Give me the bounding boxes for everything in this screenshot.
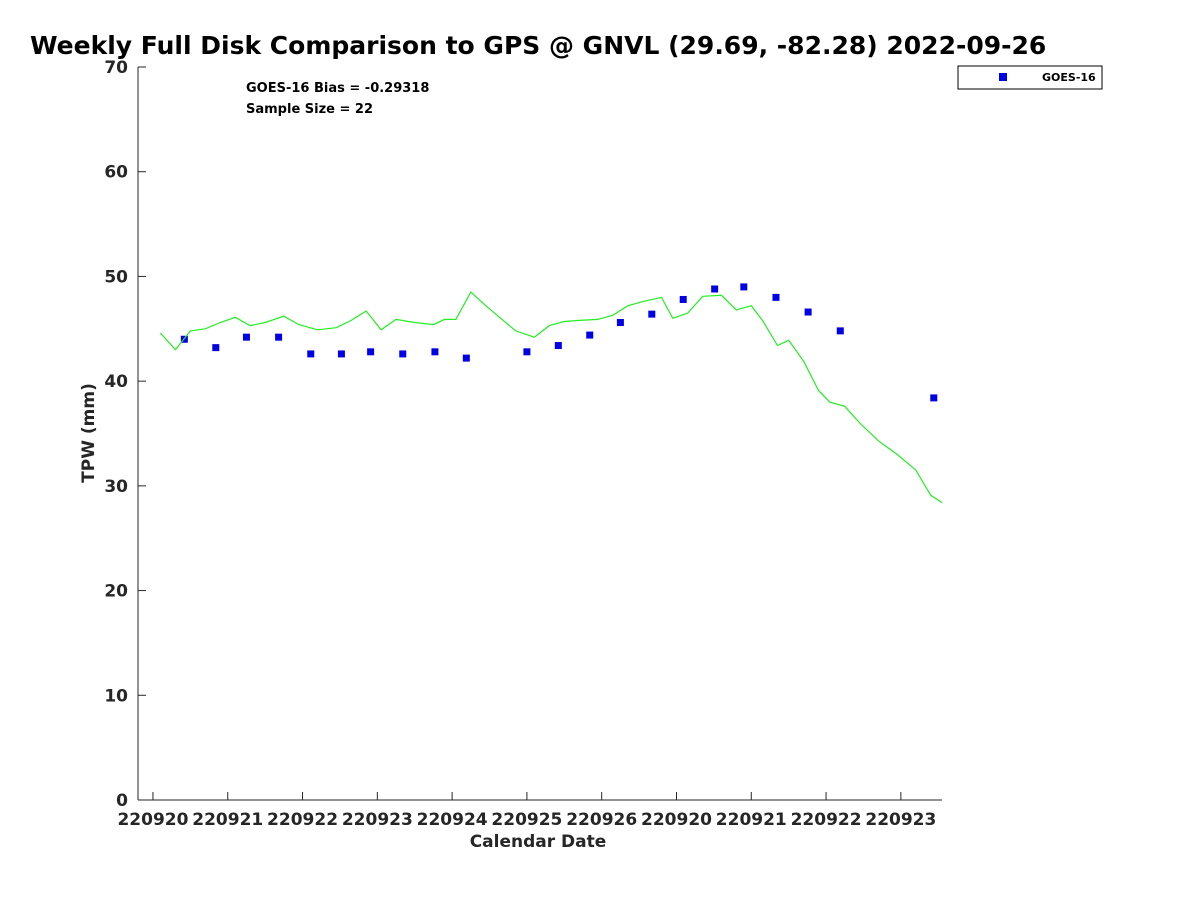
- goes16-data-point: [307, 350, 315, 358]
- goes16-data-point: [804, 308, 812, 316]
- y-tick-label: 70: [104, 58, 128, 78]
- goes16-data-point: [711, 285, 719, 293]
- chart-title: Weekly Full Disk Comparison to GPS @ GNV…: [30, 31, 1046, 60]
- goes16-data-point: [337, 350, 345, 358]
- legend-label-goes16: GOES-16: [1042, 71, 1096, 84]
- y-tick-label: 10: [104, 686, 128, 706]
- x-tick-label: 220920: [117, 810, 188, 830]
- goes16-data-point: [679, 295, 687, 303]
- legend-marker-goes16: [999, 73, 1007, 81]
- goes16-data-point: [772, 293, 780, 301]
- goes16-data-point: [740, 283, 748, 291]
- y-tick-label: 50: [104, 267, 128, 287]
- y-tick-label: 40: [104, 372, 128, 392]
- goes16-data-point: [399, 350, 407, 358]
- bias-annotation: GOES-16 Bias = -0.29318: [246, 81, 429, 96]
- y-tick-label: 0: [116, 791, 128, 811]
- goes16-data-point: [523, 348, 531, 356]
- goes16-data-point: [431, 348, 439, 356]
- x-tick-label: 220923: [865, 810, 936, 830]
- x-tick-label: 220925: [491, 810, 562, 830]
- y-tick-label: 60: [104, 163, 128, 183]
- goes16-data-point: [212, 344, 220, 352]
- y-tick-label: 20: [104, 582, 128, 602]
- goes16-data-point: [930, 394, 938, 402]
- x-tick-label: 220921: [192, 810, 263, 830]
- goes16-data-point: [554, 342, 562, 350]
- goes16-data-point: [242, 333, 250, 341]
- legend-box: [957, 65, 1103, 90]
- goes16-data-point: [616, 319, 624, 327]
- x-axis-label: Calendar Date: [470, 832, 607, 852]
- x-tick-label: 220926: [566, 810, 637, 830]
- legend: GOES-16: [957, 65, 1103, 90]
- goes16-data-point: [462, 354, 470, 362]
- y-axis-label: TPW (mm): [79, 383, 99, 483]
- x-tick-label: 220922: [791, 810, 862, 830]
- goes16-data-point: [648, 310, 656, 318]
- sample-size-annotation: Sample Size = 22: [246, 102, 373, 117]
- goes16-data-point: [836, 327, 844, 335]
- x-tick-label: 220920: [641, 810, 712, 830]
- gps-tpw-line: [159, 291, 943, 504]
- goes16-data-point: [586, 331, 594, 339]
- y-tick-label: 30: [104, 477, 128, 497]
- goes16-data-point: [367, 348, 375, 356]
- x-tick-label: 220923: [342, 810, 413, 830]
- goes16-data-point: [275, 333, 283, 341]
- x-tick-label: 220924: [417, 810, 488, 830]
- x-tick-label: 220921: [716, 810, 787, 830]
- x-tick-label: 220922: [267, 810, 338, 830]
